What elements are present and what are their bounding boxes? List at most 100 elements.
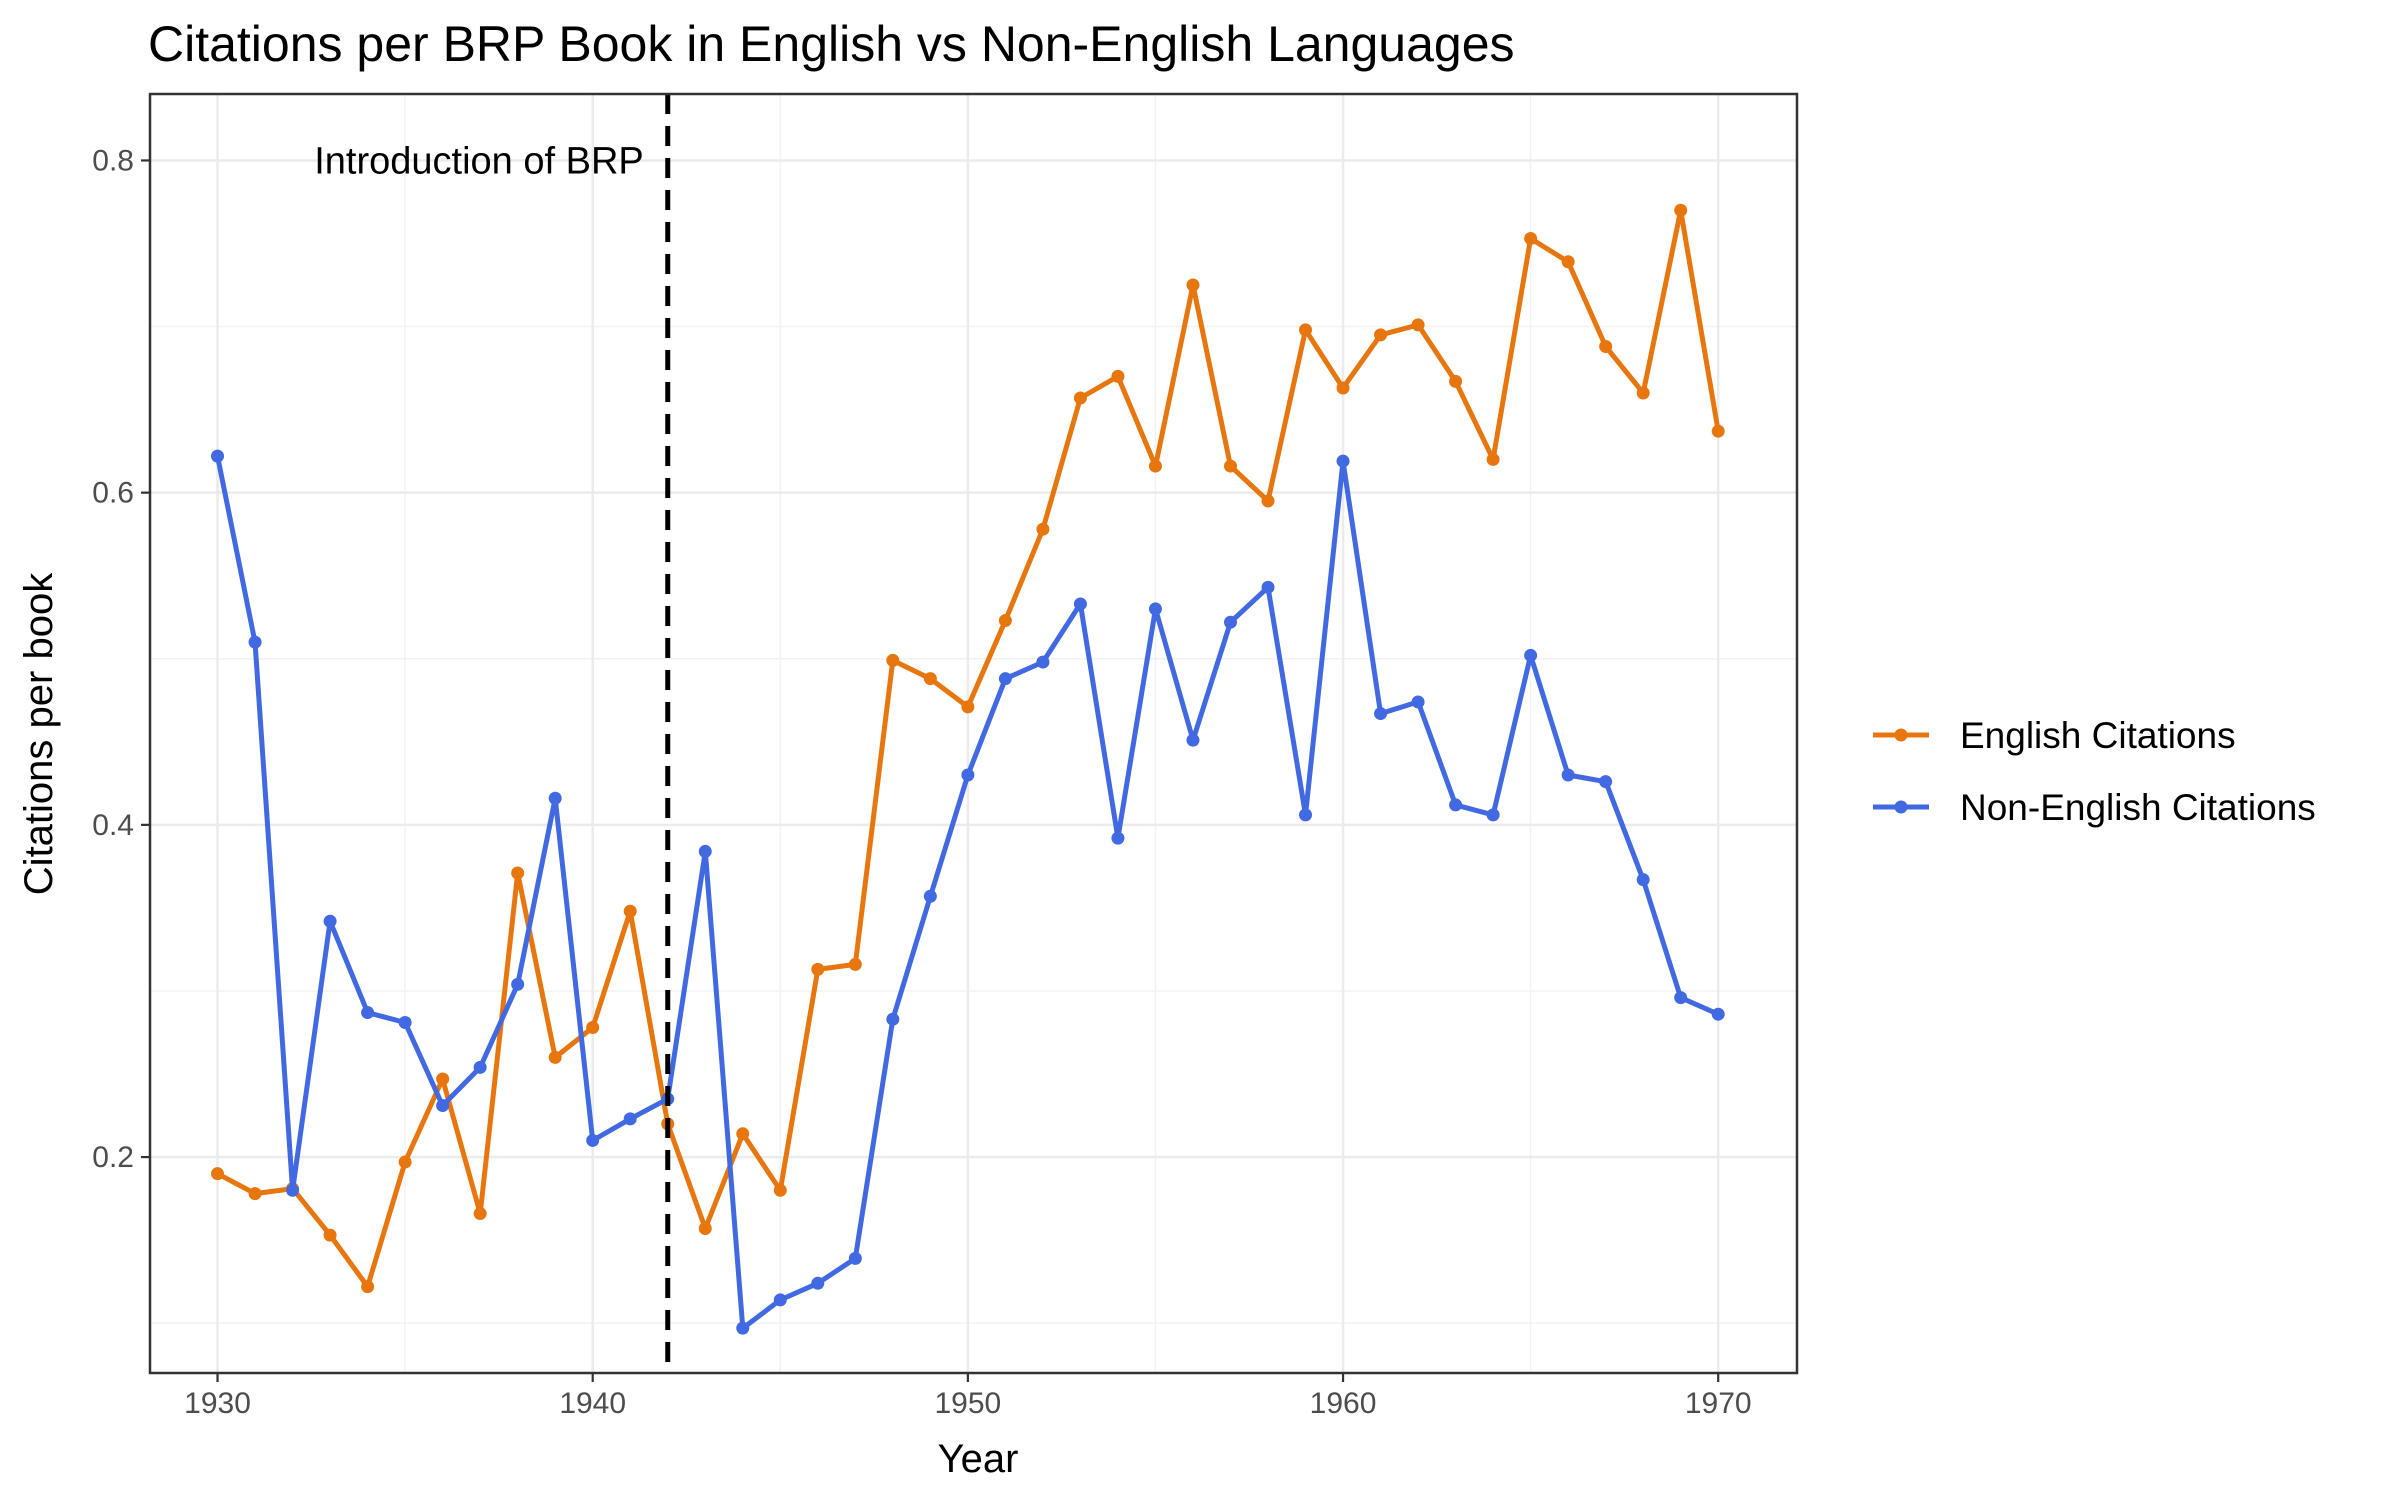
legend-label: English Citations: [1960, 715, 2236, 756]
x-tick-label: 1940: [559, 1387, 626, 1420]
data-point: [1599, 775, 1613, 789]
data-point: [736, 1321, 750, 1335]
y-tick-label: 0.8: [92, 144, 134, 177]
data-point: [361, 1280, 375, 1294]
legend-label: Non-English Citations: [1960, 787, 2316, 828]
data-point: [286, 1183, 300, 1197]
data-point: [1374, 707, 1388, 721]
legend-key-point: [1894, 800, 1908, 814]
data-point: [886, 653, 900, 667]
x-tick-label: 1950: [934, 1387, 1001, 1420]
data-point: [1148, 459, 1162, 473]
plot-panel: [150, 94, 1797, 1373]
data-point: [698, 844, 712, 858]
data-point: [961, 768, 975, 782]
y-tick-label: 0.6: [92, 477, 134, 510]
data-point: [398, 1155, 412, 1169]
data-point: [1411, 318, 1425, 332]
data-point: [1186, 733, 1200, 747]
data-point: [248, 635, 262, 649]
data-point: [736, 1127, 750, 1141]
legend: English Citations Non-English Citations: [1873, 715, 2316, 828]
data-point: [923, 672, 937, 686]
data-point: [1449, 798, 1463, 812]
chart-title: Citations per BRP Book in English vs Non…: [148, 16, 1515, 72]
data-point: [1524, 648, 1538, 662]
x-axis-title: Year: [938, 1437, 1019, 1481]
data-point: [848, 957, 862, 971]
data-point: [811, 1276, 825, 1290]
data-point: [211, 1167, 225, 1181]
data-point: [1111, 831, 1125, 845]
data-point: [1636, 386, 1650, 400]
data-point: [1486, 452, 1500, 466]
data-point: [548, 791, 562, 805]
plot-border: [148, 92, 1799, 1375]
data-point: [1299, 808, 1313, 822]
data-point: [1036, 655, 1050, 669]
legend-key-point: [1894, 728, 1908, 742]
data-point: [1036, 522, 1050, 536]
brp-annotation: Introduction of BRP: [314, 140, 644, 182]
data-point: [473, 1207, 487, 1221]
data-point: [698, 1221, 712, 1235]
data-point: [1299, 323, 1313, 337]
y-tick-label: 0.4: [92, 809, 134, 842]
data-point: [1148, 602, 1162, 616]
data-point: [1073, 597, 1087, 611]
data-point: [1261, 580, 1275, 594]
data-point: [586, 1021, 600, 1035]
data-point: [998, 614, 1012, 628]
data-point: [323, 914, 337, 928]
data-point: [1711, 1007, 1725, 1021]
data-point: [1411, 695, 1425, 709]
data-point: [923, 889, 937, 903]
data-point: [1374, 328, 1388, 342]
data-point: [1674, 203, 1688, 217]
data-point: [1336, 454, 1350, 468]
data-point: [1223, 459, 1237, 473]
data-point: [848, 1251, 862, 1265]
data-point: [1486, 808, 1500, 822]
y-tick-label: 0.2: [92, 1141, 134, 1174]
data-point: [1636, 873, 1650, 887]
data-point: [998, 672, 1012, 686]
data-point: [1561, 255, 1575, 269]
data-point: [323, 1228, 337, 1242]
data-point: [436, 1072, 450, 1086]
data-point: [1223, 615, 1237, 629]
data-point: [773, 1293, 787, 1307]
data-point: [1073, 391, 1087, 405]
data-point: [248, 1187, 262, 1201]
data-point: [211, 449, 225, 463]
x-tick-label: 1970: [1685, 1387, 1752, 1420]
data-point: [1711, 424, 1725, 438]
data-point: [586, 1133, 600, 1147]
data-point: [1449, 374, 1463, 388]
data-point: [961, 700, 975, 714]
data-point: [1336, 381, 1350, 395]
data-point: [473, 1060, 487, 1074]
data-point: [1674, 991, 1688, 1005]
data-point: [811, 962, 825, 976]
data-point: [548, 1050, 562, 1064]
data-point: [886, 1012, 900, 1026]
data-point: [511, 866, 525, 880]
data-point: [1111, 369, 1125, 383]
data-point: [511, 977, 525, 991]
x-tick-label: 1960: [1310, 1387, 1377, 1420]
x-tick-label: 1930: [184, 1387, 251, 1420]
data-point: [1599, 339, 1613, 353]
data-point: [623, 1112, 637, 1126]
data-point: [361, 1006, 375, 1020]
data-point: [398, 1016, 412, 1030]
data-point: [436, 1099, 450, 1113]
data-point: [1186, 278, 1200, 292]
plot-area: 1930 1940 1950 1960 1970 0.2 0.4 0.6 0.8 Introduc…: [92, 92, 1799, 1420]
data-point: [773, 1183, 787, 1197]
data-point: [1261, 494, 1275, 508]
data-point: [1561, 768, 1575, 782]
data-point: [1524, 232, 1538, 246]
